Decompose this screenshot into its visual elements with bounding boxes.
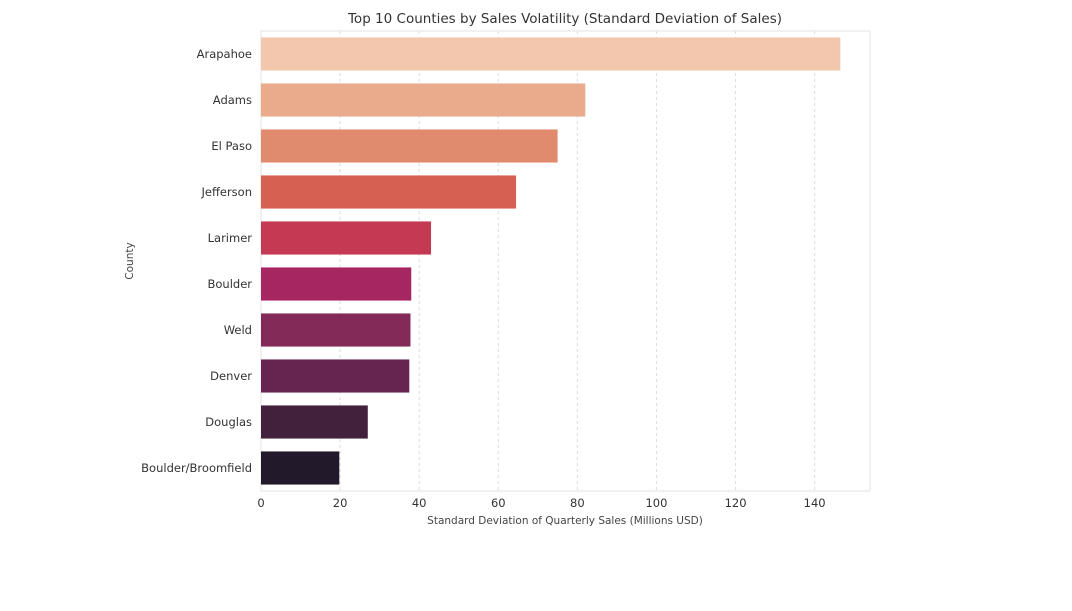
y-tick-label: Adams: [213, 93, 252, 107]
y-tick-label: Larimer: [208, 231, 253, 245]
bar: [261, 313, 411, 347]
x-tick-label: 60: [491, 496, 506, 510]
x-axis-label: Standard Deviation of Quarterly Sales (M…: [427, 515, 703, 527]
x-tick-labels: 0 20 40 60 80 100 120 140: [257, 496, 825, 510]
y-tick-label: Denver: [210, 369, 252, 383]
bar: [261, 175, 517, 209]
bar: [261, 83, 586, 117]
bar: [261, 451, 340, 485]
bar: [261, 129, 558, 163]
y-tick-label: Boulder: [207, 277, 252, 291]
bar: [261, 359, 410, 393]
y-tick-label: Boulder/Broomfield: [141, 461, 252, 475]
y-tick-labels: Arapahoe Adams El Paso Jefferson Larimer Boul…: [141, 47, 252, 475]
y-tick-label: Weld: [224, 323, 252, 337]
x-tick-label: 40: [412, 496, 427, 510]
y-tick-label: Arapahoe: [197, 47, 252, 61]
x-tick-label: 140: [804, 496, 826, 510]
x-tick-label: 0: [257, 496, 264, 510]
plot-frame: [260, 30, 871, 492]
chart-title: Top 10 Counties by Sales Volatility (Sta…: [347, 11, 782, 27]
bar: [261, 267, 412, 301]
bar: [261, 221, 432, 255]
bar: [261, 405, 368, 439]
bar: [261, 37, 841, 71]
x-tick-label: 20: [333, 496, 348, 510]
y-axis-label: County: [124, 242, 136, 279]
y-tick-label: Jefferson: [200, 185, 252, 199]
x-tick-label: 80: [570, 496, 585, 510]
gridlines: [339, 31, 816, 491]
bars: [261, 37, 841, 485]
x-tick-label: 100: [645, 496, 667, 510]
x-tick-label: 120: [725, 496, 747, 510]
y-tick-label: Douglas: [205, 415, 252, 429]
y-tick-label: El Paso: [211, 139, 252, 153]
